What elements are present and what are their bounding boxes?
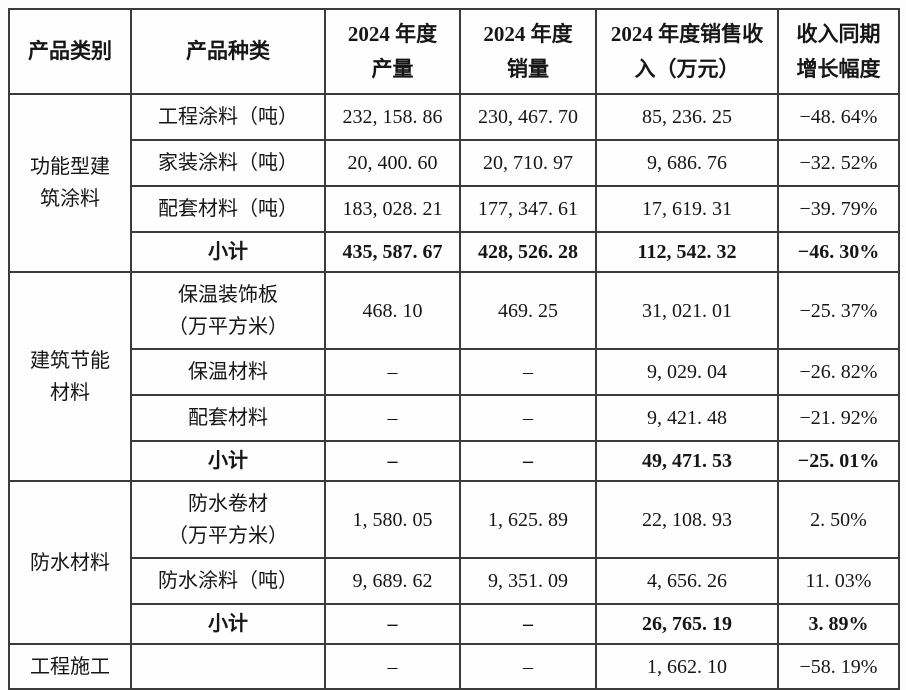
growth-cell: −25. 37%: [777, 271, 900, 350]
table-header-row: 产品类别 产品种类 2024 年度 产量 2024 年度 销量 2024 年度销…: [8, 8, 900, 95]
sales-volume-cell: 177, 347. 61: [459, 185, 597, 233]
subtotal-label-cell: 小计: [130, 603, 326, 645]
product-type-cell: 保温材料: [130, 348, 326, 396]
revenue-cell: 4, 656. 26: [595, 557, 779, 605]
production-cell: 435, 587. 67: [324, 231, 461, 273]
category-cell-energy-saving: 建筑节能 材料: [8, 271, 132, 482]
product-type-cell: 工程涂料（吨）: [130, 93, 326, 141]
table-row: 建筑节能 材料 保温装饰板 （万平方米） 468. 10 469. 25 31,…: [8, 271, 900, 482]
subtotal-label-cell: 小计: [130, 440, 326, 482]
production-cell: –: [324, 440, 461, 482]
revenue-cell: 31, 021. 01: [595, 271, 779, 350]
subtotal-row: 小计 435, 587. 67 428, 526. 28 112, 542. 3…: [9, 231, 900, 273]
production-cell: 9, 689. 62: [324, 557, 461, 605]
header-2024-sales-volume: 2024 年度 销量: [459, 8, 597, 95]
revenue-cell: 85, 236. 25: [595, 93, 779, 141]
production-cell: 468. 10: [324, 271, 461, 350]
product-type-cell: 防水涂料（吨）: [130, 557, 326, 605]
growth-cell: −26. 82%: [777, 348, 900, 396]
table-row: 家装涂料（吨） 20, 400. 60 20, 710. 97 9, 686. …: [9, 139, 900, 187]
table-row: 功能型建 筑涂料 工程涂料（吨） 232, 158. 86 230, 467. …: [8, 93, 900, 273]
growth-cell: −46. 30%: [777, 231, 900, 273]
header-revenue-growth: 收入同期 增长幅度: [777, 8, 900, 95]
sales-volume-cell: 20, 710. 97: [459, 139, 597, 187]
header-product-category: 产品类别: [8, 8, 132, 95]
table-row: 配套材料 – – 9, 421. 48 −21. 92%: [9, 394, 900, 442]
revenue-cell: 9, 421. 48: [595, 394, 779, 442]
product-data-table: 产品类别 产品种类 2024 年度 产量 2024 年度 销量 2024 年度销…: [8, 8, 900, 690]
production-cell: 20, 400. 60: [324, 139, 461, 187]
growth-cell: 11. 03%: [777, 557, 900, 605]
sales-volume-cell: –: [459, 394, 597, 442]
production-cell: 232, 158. 86: [324, 93, 461, 141]
growth-cell: 3. 89%: [777, 603, 900, 645]
growth-cell: 2. 50%: [777, 480, 900, 559]
revenue-cell: 17, 619. 31: [595, 185, 779, 233]
revenue-cell: 49, 471. 53: [595, 440, 779, 482]
sales-volume-cell: 469. 25: [459, 271, 597, 350]
sales-volume-cell: –: [459, 603, 597, 645]
sales-volume-cell: 230, 467. 70: [459, 93, 597, 141]
production-cell: 183, 028. 21: [324, 185, 461, 233]
table-row: 防水材料 防水卷材 （万平方米） 1, 580. 05 1, 625. 89 2…: [8, 480, 900, 645]
production-cell: –: [324, 394, 461, 442]
category-cell-construction: 工程施工: [8, 643, 132, 690]
sales-volume-cell: –: [459, 440, 597, 482]
sales-volume-cell: –: [459, 643, 597, 690]
table-row: 防水涂料（吨） 9, 689. 62 9, 351. 09 4, 656. 26…: [9, 557, 900, 605]
product-type-cell: 配套材料: [130, 394, 326, 442]
product-type-cell: [130, 643, 326, 690]
growth-cell: −21. 92%: [777, 394, 900, 442]
table-row: 工程施工 – – 1, 662. 10 −58. 19%: [8, 643, 900, 690]
product-type-cell: 家装涂料（吨）: [130, 139, 326, 187]
sales-volume-cell: 9, 351. 09: [459, 557, 597, 605]
growth-cell: −58. 19%: [777, 643, 900, 690]
sales-volume-cell: 1, 625. 89: [459, 480, 597, 559]
growth-cell: −39. 79%: [777, 185, 900, 233]
revenue-cell: 112, 542. 32: [595, 231, 779, 273]
revenue-cell: 22, 108. 93: [595, 480, 779, 559]
revenue-cell: 9, 029. 04: [595, 348, 779, 396]
production-cell: 1, 580. 05: [324, 480, 461, 559]
revenue-cell: 26, 765. 19: [595, 603, 779, 645]
header-product-type: 产品种类: [130, 8, 326, 95]
product-type-cell: 保温装饰板 （万平方米）: [130, 271, 326, 350]
category-cell-waterproof: 防水材料: [8, 480, 132, 645]
sales-volume-cell: 428, 526. 28: [459, 231, 597, 273]
revenue-cell: 9, 686. 76: [595, 139, 779, 187]
table-row: 配套材料（吨） 183, 028. 21 177, 347. 61 17, 61…: [9, 185, 900, 233]
growth-cell: −25. 01%: [777, 440, 900, 482]
header-2024-sales-revenue: 2024 年度销售收 入（万元）: [595, 8, 779, 95]
production-cell: –: [324, 603, 461, 645]
product-type-cell: 防水卷材 （万平方米）: [130, 480, 326, 559]
growth-cell: −48. 64%: [777, 93, 900, 141]
production-cell: –: [324, 348, 461, 396]
table-row: 保温材料 – – 9, 029. 04 −26. 82%: [9, 348, 900, 396]
revenue-cell: 1, 662. 10: [595, 643, 779, 690]
subtotal-row: 小计 – – 26, 765. 19 3. 89%: [9, 603, 900, 645]
product-type-cell: 配套材料（吨）: [130, 185, 326, 233]
subtotal-row: 小计 – – 49, 471. 53 −25. 01%: [9, 440, 900, 482]
sales-volume-cell: –: [459, 348, 597, 396]
production-cell: –: [324, 643, 461, 690]
category-cell-functional-coatings: 功能型建 筑涂料: [8, 93, 132, 273]
subtotal-label-cell: 小计: [130, 231, 326, 273]
growth-cell: −32. 52%: [777, 139, 900, 187]
header-2024-production: 2024 年度 产量: [324, 8, 461, 95]
